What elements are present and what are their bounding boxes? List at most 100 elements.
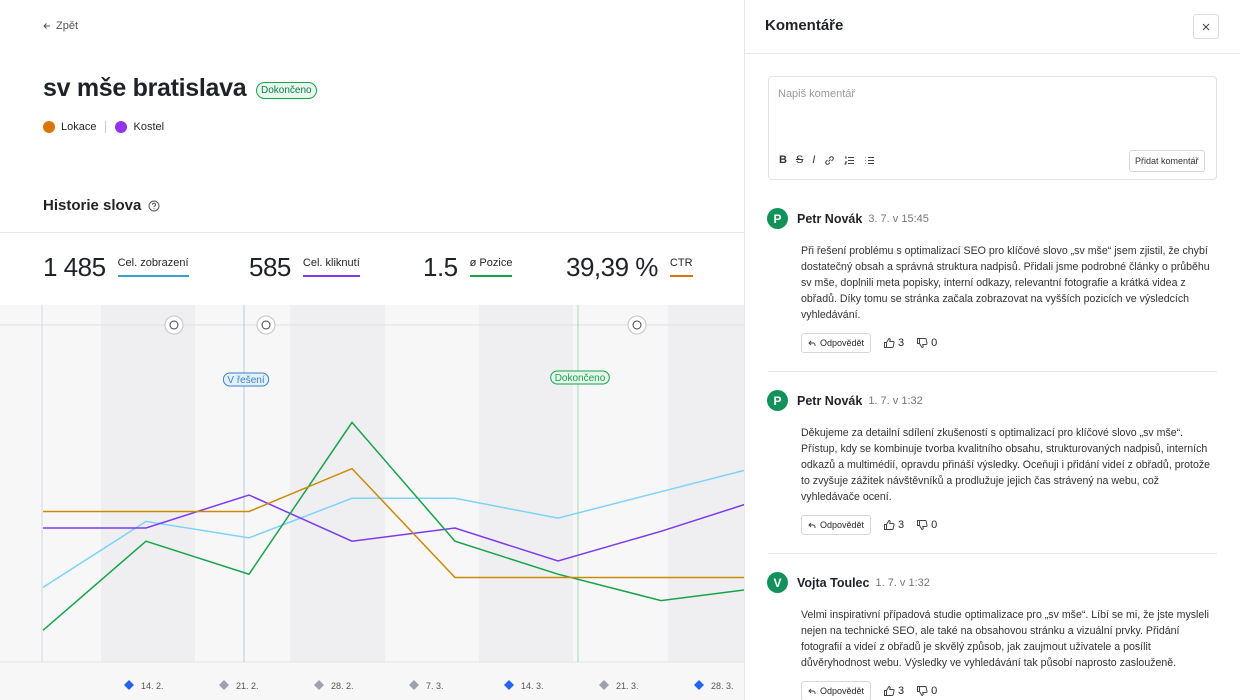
series-line [42, 421, 744, 631]
ordered-list-button [844, 156, 855, 164]
panel-title: Komentáře [765, 17, 844, 34]
comment-marker[interactable] [627, 315, 647, 335]
dislike-count: 0 [931, 519, 938, 531]
dislike-icon [917, 338, 928, 349]
date-label: 21. 3. [616, 681, 639, 691]
comment-marker[interactable] [256, 315, 276, 335]
format-button[interactable]: I [812, 154, 816, 166]
date-label: 7. 3. [426, 681, 444, 691]
comment-text: Při řešení problému s optimalizací SEO p… [801, 245, 1210, 321]
series-line [43, 467, 744, 579]
back-label: Zpět [56, 20, 79, 32]
comment-header: P Petr Novák 1. 7. v 1:32 [767, 390, 1217, 411]
date-marker [124, 680, 134, 690]
date: 1. 7. v 1:32 [875, 576, 930, 589]
date-label: 28. 3. [711, 681, 734, 691]
comment: P Petr Novák 3. 7. v 15:45 Při řešení probl… [767, 190, 1217, 372]
like-icon [884, 685, 895, 696]
metric-label[interactable]: CTR [669, 257, 693, 277]
link-button-path [825, 155, 835, 165]
date-label: 14. 3. [521, 681, 544, 691]
series-line [42, 469, 744, 589]
bullet-list-button-path [865, 156, 875, 164]
avatar: V [767, 572, 788, 593]
date: 3. 7. v 15:45 [868, 212, 929, 225]
reply-button[interactable]: Odpovědět [801, 515, 872, 535]
comment-actions: Odpovědět 3 0 [801, 515, 1217, 535]
reply-icon [808, 340, 816, 346]
date-marker [694, 680, 704, 690]
tags: Lokace Kostel [43, 121, 164, 133]
link-button [825, 155, 835, 165]
comment-marker[interactable] [164, 315, 184, 335]
metric-value: 1 485 [43, 252, 106, 282]
placeholder: Napiš komentář [778, 88, 856, 100]
date-marker [599, 680, 609, 690]
reply-icon [808, 688, 816, 694]
comment-list: P Petr Novák 3. 7. v 15:45 Při řešení probl… [767, 190, 1217, 700]
reply-icon-path [808, 522, 816, 528]
week-band [668, 305, 744, 662]
week-band [479, 305, 573, 662]
series-line [43, 494, 744, 562]
phase-badge [222, 372, 270, 387]
page-title: sv mše bratislava [43, 74, 247, 102]
comment-header: P Petr Novák 3. 7. v 15:45 [767, 208, 1217, 229]
metric-value: 585 [249, 252, 291, 282]
like-icon [884, 519, 895, 530]
week-band [290, 305, 385, 662]
reply-label: Odpovědět [820, 686, 865, 696]
date-marker [314, 680, 324, 690]
like-button[interactable]: 3 [883, 337, 904, 349]
metric-label[interactable]: Cel. kliknutí [302, 257, 360, 277]
divider [0, 232, 744, 233]
phase-label: Dokončeno [555, 373, 606, 384]
dislike-icon-path [917, 520, 928, 531]
metric-value: 1.5 [423, 252, 458, 282]
reply-button[interactable]: Odpovědět [801, 333, 872, 353]
help-icon[interactable] [148, 200, 160, 212]
dislike-button[interactable]: 0 [916, 337, 937, 349]
tag-label: Lokace [61, 121, 97, 133]
dislike-button[interactable]: 0 [916, 685, 937, 697]
like-icon-path [884, 685, 895, 696]
metric: 585 Cel. kliknutí [249, 252, 360, 283]
dislike-button[interactable]: 0 [916, 519, 937, 531]
tag-dot [115, 121, 128, 133]
reply-button[interactable]: Odpovědět [801, 681, 872, 700]
date-marker [219, 680, 229, 690]
back-link[interactable]: Zpět [43, 20, 78, 32]
dislike-icon-path [917, 338, 928, 349]
like-button[interactable]: 3 [883, 519, 904, 531]
date-marker [504, 680, 514, 690]
format-button[interactable]: B [779, 154, 787, 166]
section-header: Historie slova [43, 197, 160, 214]
metric-label[interactable]: ø Pozice [469, 257, 513, 277]
comment-marker-glyph [261, 320, 271, 330]
avatar: P [767, 390, 788, 411]
close-button[interactable] [1193, 14, 1219, 39]
chart: V řešení Dokončeno 14. 2. 21. 2. 28. 2. 7. 3.… [0, 305, 744, 700]
like-button[interactable]: 3 [883, 685, 904, 697]
submit-button[interactable]: Přidat komentář [1129, 150, 1205, 172]
avatar: P [767, 208, 788, 229]
format-button[interactable]: S [795, 154, 804, 166]
dislike-icon [917, 520, 928, 531]
phase-label: V řešení [227, 375, 264, 386]
metric: 1 485 Cel. zobrazení [43, 252, 189, 283]
author: Vojta Toulec [797, 575, 870, 590]
metric-label[interactable]: Cel. zobrazení [117, 257, 189, 277]
ordered-list-button-path [844, 156, 855, 164]
reply-icon-path [808, 688, 816, 694]
tag-separator [105, 121, 107, 133]
status-badge: Dokončeno [256, 82, 317, 99]
tag-dot [43, 121, 55, 133]
dislike-icon [917, 686, 928, 697]
metric: 39,39 % CTR [566, 252, 693, 283]
date-marker [409, 680, 419, 690]
comment-header: V Vojta Toulec 1. 7. v 1:32 [767, 572, 1217, 593]
